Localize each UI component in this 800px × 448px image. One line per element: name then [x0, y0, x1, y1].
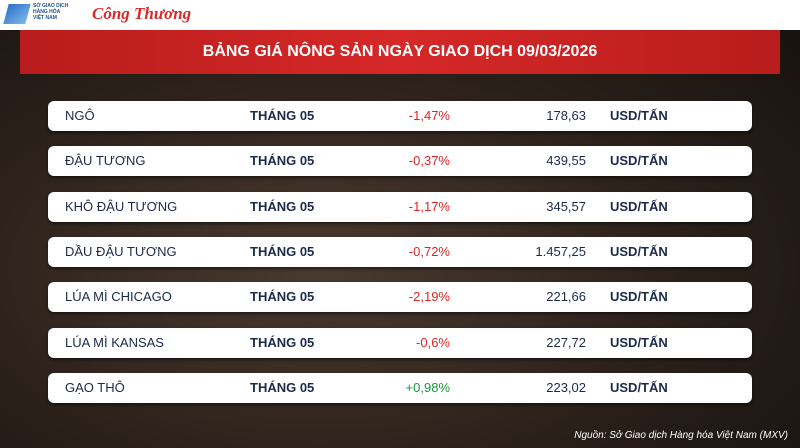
- title-banner: [20, 30, 780, 74]
- logo-line: HÀNG HÓA: [33, 9, 61, 15]
- table-row: LÚA MÌ CHICAGO THÁNG 05 -2,19% 221,66 USD/TẤ…: [48, 282, 752, 313]
- logo-icon: [3, 4, 31, 24]
- contract-month: THÁNG 05: [250, 153, 315, 169]
- contract-month: THÁNG 05: [250, 108, 315, 123]
- price: 1.457,25: [535, 243, 586, 259]
- top-bar: SỞ GIAO DỊCH HÀNG HÓA VIỆT NAM Công Thươ…: [0, 0, 800, 30]
- title: BẢNG GIÁ NÔNG SẢN NGÀY GIAO DỊCH 09/03/2…: [202, 43, 598, 60]
- commodity-name: LÚA MÌ CHICAGO: [65, 289, 172, 305]
- table-row: LÚA MÌ KANSAS THÁNG 05 -0,6% 227,72 USD/TẤN: [48, 327, 752, 358]
- commodity-name: NGÔ: [65, 108, 95, 123]
- price: 439,55: [546, 153, 586, 169]
- table-row: DẦU ĐẬU TƯƠNG THÁNG 05 -0,72% 1.457,25 USD/T…: [48, 236, 752, 267]
- change: -0,6%: [416, 334, 450, 350]
- change: -1,17%: [408, 198, 450, 214]
- source: Nguồn: Sở Giao dịch Hàng hóa Việt Nam (M…: [574, 430, 788, 441]
- price: 223,02: [546, 379, 586, 395]
- unit: USD/TẤN: [610, 379, 668, 395]
- price: 345,57: [546, 198, 586, 214]
- logo-line: VIỆT NAM: [33, 15, 57, 21]
- table-row: GẠO THÔ THÁNG 05 +0,98% 223,02 USD/TẤN: [48, 372, 752, 403]
- unit: USD/TẤN: [610, 153, 668, 169]
- commodity-name: DẦU ĐẬU TƯƠNG: [65, 243, 177, 259]
- contract-month: THÁNG 05: [250, 198, 315, 214]
- exchange-logo: SỞ GIAO DỊCH HÀNG HÓA VIỆT NAM: [33, 3, 68, 21]
- contract-month: THÁNG 05: [250, 334, 315, 350]
- change: +0,98%: [405, 379, 450, 395]
- unit: USD/TẤN: [610, 289, 668, 305]
- price: 227,72: [546, 334, 586, 350]
- contract-month: THÁNG 05: [250, 243, 315, 259]
- commodity-name: LÚA MÌ KANSAS: [65, 334, 164, 350]
- unit: USD/TẤN: [610, 243, 668, 259]
- unit: USD/TẤN: [610, 198, 668, 214]
- price: 178,63: [546, 108, 586, 123]
- change: -0,37%: [408, 153, 450, 169]
- price: 221,66: [546, 289, 586, 305]
- contract-month: THÁNG 05: [250, 379, 315, 395]
- commodity-name: KHÔ ĐẬU TƯƠNG: [65, 198, 178, 214]
- logo-line: SỞ GIAO DỊCH: [33, 3, 69, 9]
- unit: USD/TẤN: [610, 334, 668, 350]
- brand-logo: Công Thương: [92, 4, 192, 23]
- unit: USD/TẤN: [610, 108, 668, 123]
- table-row: NGÔ THÁNG 05 -1,47% 178,63 USD/TẤN: [48, 101, 752, 131]
- change: -2,19%: [408, 289, 450, 305]
- change: -1,47%: [408, 108, 450, 123]
- table-row: ĐẬU TƯƠNG THÁNG 05 -0,37% 439,55 USD/TẤN: [48, 146, 752, 177]
- commodity-name: GẠO THÔ: [65, 379, 125, 395]
- commodity-name: ĐẬU TƯƠNG: [65, 153, 146, 169]
- change: -0,72%: [408, 243, 450, 259]
- contract-month: THÁNG 05: [250, 289, 315, 305]
- table-row: KHÔ ĐẬU TƯƠNG THÁNG 05 -1,17% 345,57 USD/TẤN: [48, 191, 752, 222]
